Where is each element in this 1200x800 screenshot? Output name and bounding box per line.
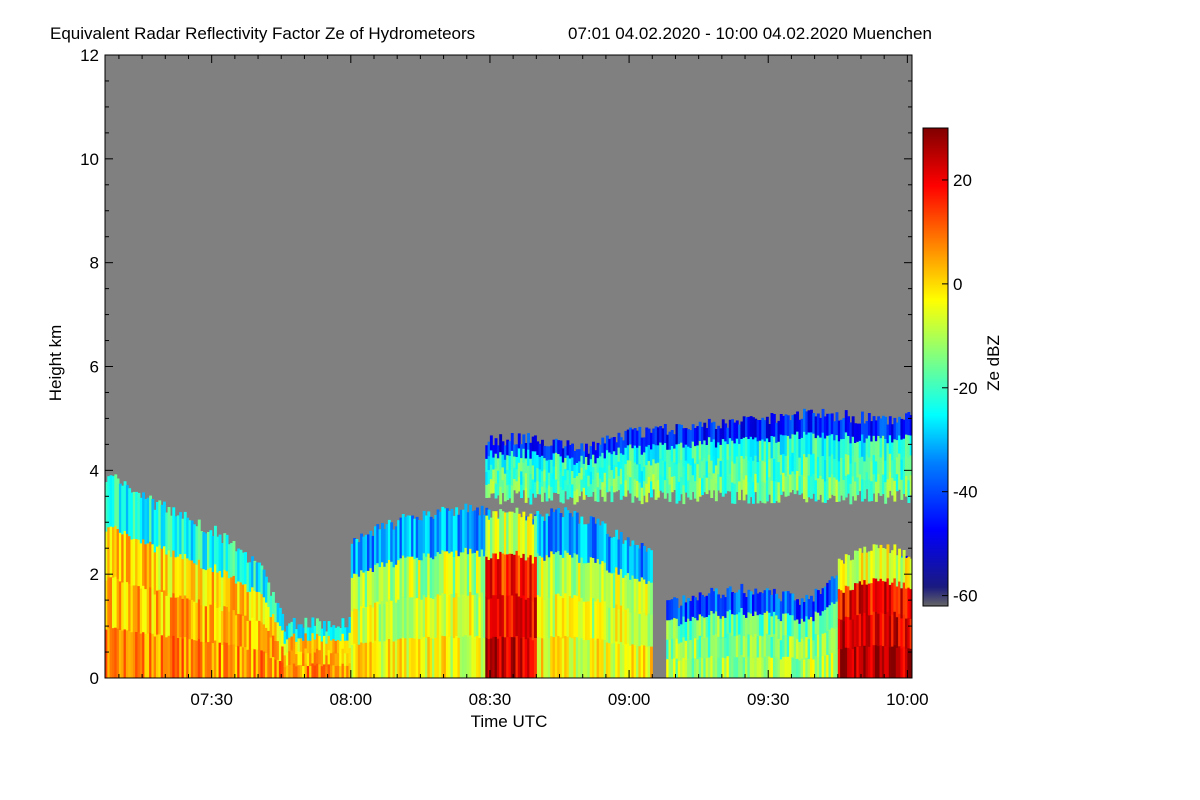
colorbar-tick-label: 20 (953, 171, 972, 190)
echo-region (485, 507, 537, 678)
colorbar-tick-label: 0 (953, 275, 962, 294)
y-tick-label: 2 (90, 565, 99, 584)
x-tick-label: 07:30 (190, 690, 233, 709)
colorbar (922, 127, 949, 607)
echo-layer (105, 408, 912, 678)
colorbar-tick-label: -20 (953, 379, 978, 398)
y-tick-label: 0 (90, 669, 99, 688)
y-tick-label: 12 (80, 46, 99, 65)
x-tick-label: 08:30 (469, 690, 512, 709)
colorbar-label: Ze dBZ (984, 335, 1003, 391)
y-tick-label: 6 (90, 358, 99, 377)
x-tick-label: 09:00 (608, 690, 651, 709)
x-tick-label: 09:30 (747, 690, 790, 709)
colorbar-ticks: 20 0 -20 -40 -60 (942, 171, 978, 606)
x-tick-label: 08:00 (330, 690, 373, 709)
y-axis-label: Height km (46, 325, 65, 402)
x-axis-label: Time UTC (471, 712, 548, 731)
x-axis: 07:30 08:00 08:30 09:00 09:30 10:00 (118, 55, 929, 709)
y-axis: 0 2 4 6 8 10 12 (80, 46, 912, 688)
echo-region (105, 474, 352, 678)
x-tick-label: 10:00 (886, 690, 929, 709)
chart-subtitle: 07:01 04.02.2020 - 10:00 04.02.2020 Muen… (568, 24, 932, 43)
colorbar-tick-label: -60 (953, 587, 978, 606)
y-tick-label: 4 (90, 461, 99, 480)
echo-region (485, 408, 912, 505)
chart-title: Equivalent Radar Reflectivity Factor Ze … (50, 24, 475, 43)
y-tick-label: 8 (90, 254, 99, 273)
y-tick-label: 10 (80, 150, 99, 169)
echo-region (837, 544, 912, 678)
colorbar-tick-label: -40 (953, 483, 978, 502)
